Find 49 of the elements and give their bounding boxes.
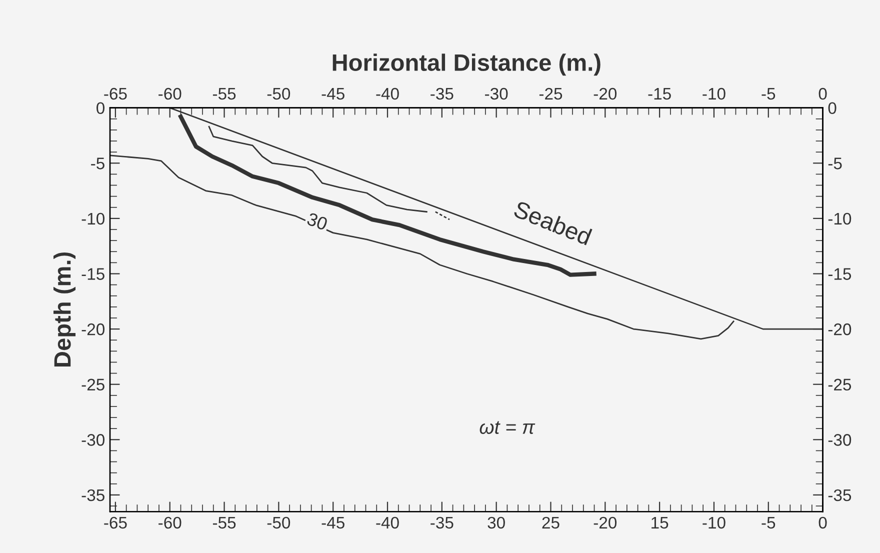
y-tick-label: -15: [82, 268, 104, 280]
x-tick-label: 25: [542, 516, 560, 529]
y-tick-label: -25: [82, 378, 104, 391]
x2-tick-label: 0: [818, 88, 827, 100]
x-tick-label: -65: [104, 516, 127, 529]
y-tick-label: -35: [82, 489, 104, 502]
y-axis-title: Depth (m.): [53, 252, 76, 366]
x2-tick-label: -65: [104, 88, 127, 100]
x2-tick-label: -25: [539, 88, 562, 100]
x-tick-label: -45: [322, 517, 344, 529]
y2-tick-label: -10: [828, 212, 852, 225]
y2-tick-label: -25: [828, 378, 852, 391]
x-tick-label: 15: [652, 517, 668, 529]
x2-tick-label: -30: [485, 88, 508, 100]
x2-tick-label: -10: [702, 88, 726, 100]
x-tick-label: -20: [594, 516, 617, 529]
annotation: ωt = π: [480, 421, 536, 434]
x-tick-label: 30: [488, 516, 505, 529]
y-tick-label: -5: [91, 158, 104, 170]
x2-tick-label: -55: [212, 88, 236, 100]
x2-tick-label: -45: [322, 88, 344, 100]
y2-tick-label: -30: [828, 434, 852, 446]
x2-tick-label: -35: [430, 88, 454, 100]
y2-tick-label: 0: [828, 102, 836, 114]
x-tick-label: -5: [762, 517, 776, 529]
x2-tick-label: -15: [648, 88, 671, 100]
x-tick-label: -55: [212, 517, 236, 529]
y2-tick-label: -15: [828, 268, 852, 280]
x2-tick-label: -20: [594, 88, 617, 100]
x2-tick-label: -5: [762, 88, 776, 100]
x-tick-label: 0: [818, 516, 827, 529]
x-tick-label: -50: [267, 516, 290, 529]
x-tick-label: -40: [376, 516, 399, 529]
y2-tick-label: -35: [828, 489, 852, 502]
y-tick-label: -30: [82, 434, 104, 446]
y-tick-label: -20: [82, 323, 104, 336]
y-tick-label: 0: [96, 102, 104, 114]
x2-tick-label: -50: [267, 88, 290, 100]
x2-tick-label: -40: [376, 88, 399, 100]
x-tick-label: -35: [430, 516, 454, 529]
y2-tick-label: -5: [828, 158, 842, 170]
line-series: [208, 126, 428, 212]
x2-tick-label: -60: [158, 88, 182, 100]
x-tick-label: -10: [702, 516, 726, 529]
y2-tick-label: -20: [828, 323, 852, 336]
x-tick-label: -60: [158, 516, 182, 529]
x2-axis-title: Horizontal Distance (m.): [332, 54, 600, 76]
annotation: 30: [306, 212, 328, 231]
y-tick-label: -10: [82, 212, 104, 225]
